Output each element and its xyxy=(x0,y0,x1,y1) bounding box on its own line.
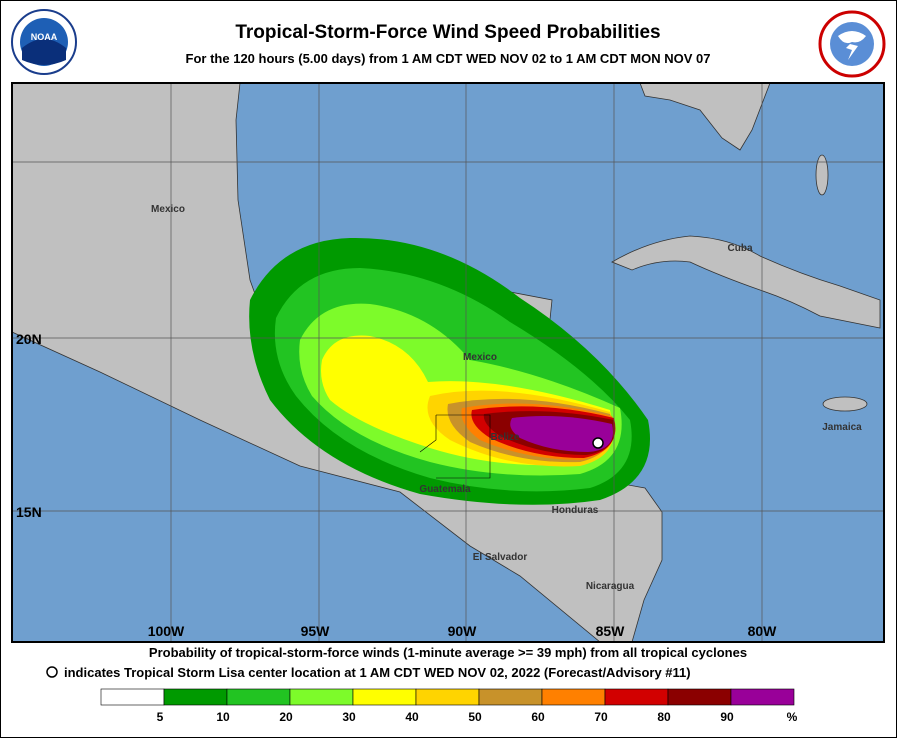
longitude-label: 90W xyxy=(448,623,478,639)
legend-swatch xyxy=(415,688,480,706)
place-label: Jamaica xyxy=(822,422,862,433)
footer-line: Probability of tropical-storm-force wind… xyxy=(149,645,747,660)
svg-text:NOAA: NOAA xyxy=(31,32,58,42)
legend-label: 20 xyxy=(279,710,293,724)
storm-center xyxy=(592,437,604,449)
legend-swatch xyxy=(289,688,354,706)
longitude-label: 80W xyxy=(748,623,778,639)
place-label: Cuba xyxy=(728,243,753,254)
longitude-label: 95W xyxy=(301,623,331,639)
longitude-label: 85W xyxy=(596,623,626,639)
legend-label: 60 xyxy=(531,710,545,724)
graticule xyxy=(12,83,884,642)
map-border xyxy=(11,82,885,643)
legend-swatch xyxy=(541,688,606,706)
legend-label: 5 xyxy=(157,710,164,724)
legend: 5 10 20 30 40 50 60 70 80 90% xyxy=(100,688,798,724)
legend-swatch xyxy=(163,688,228,706)
legend-swatch xyxy=(667,688,732,706)
footer-line: indicates Tropical Storm Lisa center loc… xyxy=(64,665,691,680)
legend-swatch xyxy=(478,688,543,706)
legend-swatch xyxy=(352,688,417,706)
legend-swatch xyxy=(604,688,669,706)
legend-label: 80 xyxy=(657,710,671,724)
noaa-logo: NOAA xyxy=(11,9,77,75)
latitude-label: 20N xyxy=(16,331,42,347)
borders xyxy=(419,414,491,479)
legend-label: 40 xyxy=(405,710,419,724)
map: Mexico Cuba Mexico Jamaica Belize Guatem… xyxy=(12,83,884,642)
legend-label: 10 xyxy=(216,710,230,724)
place-label: Mexico xyxy=(463,352,497,363)
legend-swatch xyxy=(730,688,795,706)
legend-label: 30 xyxy=(342,710,356,724)
center-symbol xyxy=(46,666,58,678)
wind-probability-contours xyxy=(249,237,650,505)
place-label: El Salvador xyxy=(473,552,528,563)
place-label: Nicaragua xyxy=(586,581,635,592)
latitude-label: 15N xyxy=(16,504,42,520)
longitude-label: 100W xyxy=(148,623,185,639)
legend-swatch xyxy=(226,688,291,706)
title: Tropical-Storm-Force Wind Speed Probabil… xyxy=(235,22,660,43)
subtitle: For the 120 hours (5.00 days) from 1 AM … xyxy=(186,51,711,66)
legend-label: 70 xyxy=(594,710,608,724)
legend-label: 50 xyxy=(468,710,482,724)
place-label: Guatemala xyxy=(419,484,471,495)
place-label: Belize xyxy=(491,432,520,443)
legend-unit: % xyxy=(787,710,798,724)
place-label: Honduras xyxy=(552,505,599,516)
legend-swatch xyxy=(100,688,165,706)
legend-label: 90 xyxy=(720,710,734,724)
place-label: Mexico xyxy=(151,204,185,215)
nws-logo xyxy=(818,10,886,78)
